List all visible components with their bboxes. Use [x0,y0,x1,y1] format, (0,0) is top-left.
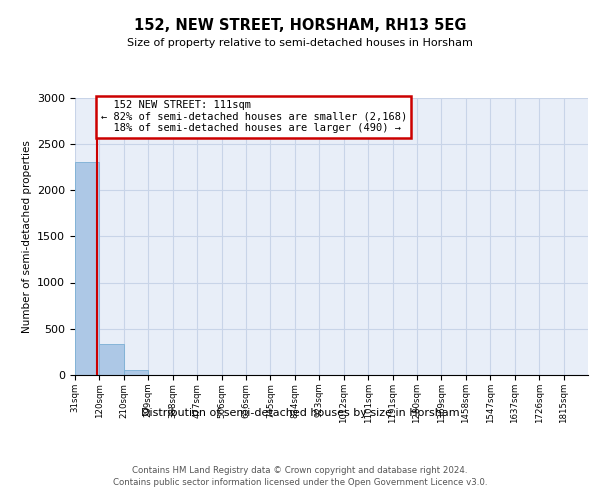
Text: Distribution of semi-detached houses by size in Horsham: Distribution of semi-detached houses by … [140,408,460,418]
Text: Contains public sector information licensed under the Open Government Licence v3: Contains public sector information licen… [113,478,487,487]
Text: 152 NEW STREET: 111sqm
← 82% of semi-detached houses are smaller (2,168)
  18% o: 152 NEW STREET: 111sqm ← 82% of semi-det… [101,100,407,134]
Text: Size of property relative to semi-detached houses in Horsham: Size of property relative to semi-detach… [127,38,473,48]
Bar [124,370,148,375]
Y-axis label: Number of semi-detached properties: Number of semi-detached properties [22,140,32,332]
Bar [75,162,100,375]
Text: 152, NEW STREET, HORSHAM, RH13 5EG: 152, NEW STREET, HORSHAM, RH13 5EG [134,18,466,32]
Text: Contains HM Land Registry data © Crown copyright and database right 2024.: Contains HM Land Registry data © Crown c… [132,466,468,475]
Bar [100,344,124,375]
